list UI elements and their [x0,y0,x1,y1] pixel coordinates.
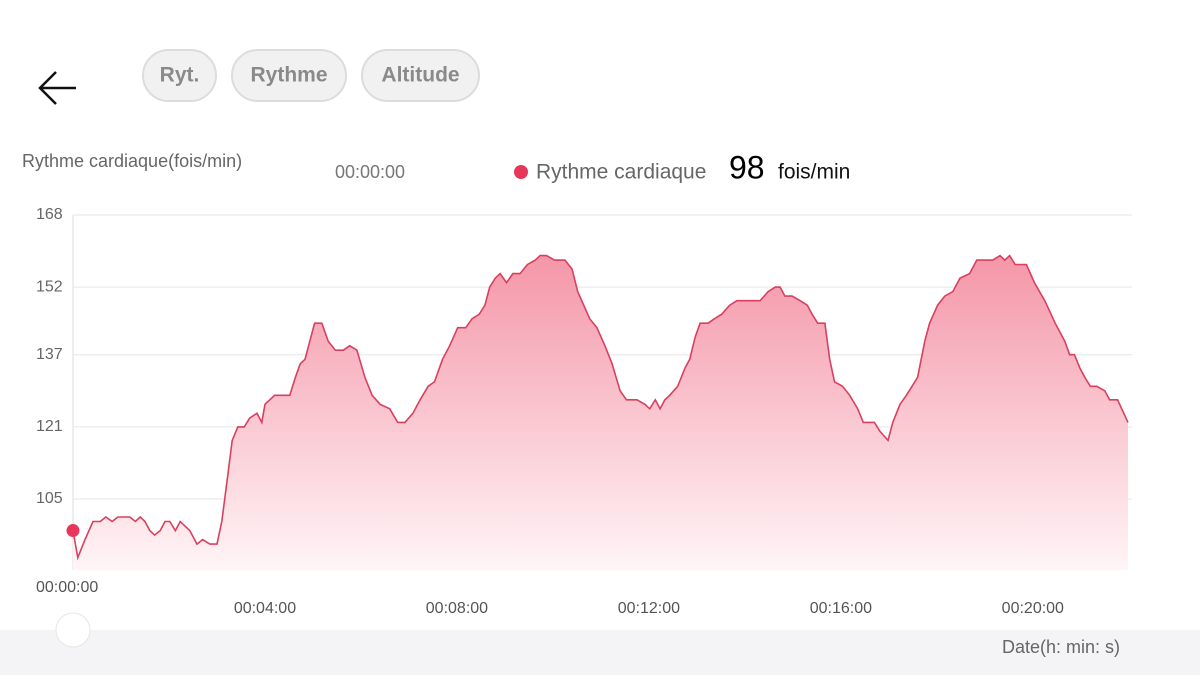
y-tick-label: 137 [36,346,63,363]
x-tick-label: 00:12:00 [618,600,680,617]
selected-point [66,524,80,538]
unit: fois/min [778,161,850,184]
x-tick-label: 00:00:00 [36,579,98,596]
tab[interactable]: Ryt. [142,49,217,102]
tab-label: Rythme [250,64,327,87]
tab[interactable]: Rythme [231,49,347,102]
x-tick-label: 00:04:00 [234,600,296,617]
y-tick-label: 152 [36,278,63,295]
x-tick-label: 00:08:00 [426,600,488,617]
tab[interactable]: Altitude [361,49,480,102]
x-axis-title: Date(h: min: s) [1002,637,1120,657]
tab-label: Ryt. [160,64,200,87]
slider-handle[interactable] [55,612,91,648]
back-button[interactable] [38,71,76,105]
x-tick-label: 00:20:00 [1002,600,1064,617]
legend-label: Rythme cardiaque [536,161,706,184]
y-tick-label: 168 [36,206,63,223]
selected-time: 00:00:00 [335,162,405,182]
selected-value: 98 [729,149,765,185]
area [73,255,1128,570]
tab-label: Altitude [381,64,459,87]
legend-dot [514,165,528,179]
y-tick-label: 105 [36,490,63,507]
y-tick-label: 121 [36,418,63,435]
x-tick-label: 00:16:00 [810,600,872,617]
bottom-bar [0,630,1200,675]
y-axis-title: Rythme cardiaque(fois/min) [22,151,242,171]
line [72,254,1129,561]
